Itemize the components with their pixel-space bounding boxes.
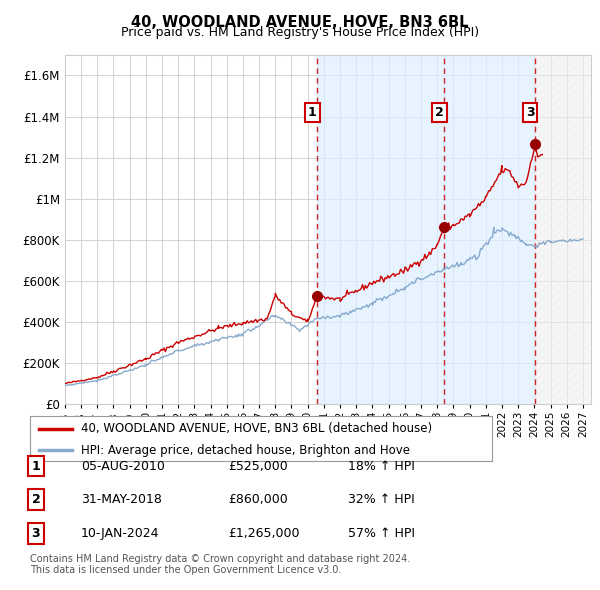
Text: 57% ↑ HPI: 57% ↑ HPI — [348, 527, 415, 540]
Text: £525,000: £525,000 — [228, 460, 288, 473]
Bar — [535, 55, 591, 404]
Text: 3: 3 — [32, 527, 40, 540]
Text: 3: 3 — [526, 106, 535, 119]
Text: 1: 1 — [32, 460, 40, 473]
Bar — [444, 55, 535, 404]
Text: 32% ↑ HPI: 32% ↑ HPI — [348, 493, 415, 506]
Text: 1: 1 — [308, 106, 317, 119]
Text: 40, WOODLAND AVENUE, HOVE, BN3 6BL (detached house): 40, WOODLAND AVENUE, HOVE, BN3 6BL (deta… — [81, 422, 432, 435]
Text: 40, WOODLAND AVENUE, HOVE, BN3 6BL: 40, WOODLAND AVENUE, HOVE, BN3 6BL — [131, 15, 469, 30]
Text: 18% ↑ HPI: 18% ↑ HPI — [348, 460, 415, 473]
Text: 10-JAN-2024: 10-JAN-2024 — [81, 527, 160, 540]
Text: £860,000: £860,000 — [228, 493, 288, 506]
Text: 05-AUG-2010: 05-AUG-2010 — [81, 460, 165, 473]
Text: 31-MAY-2018: 31-MAY-2018 — [81, 493, 162, 506]
Text: Price paid vs. HM Land Registry's House Price Index (HPI): Price paid vs. HM Land Registry's House … — [121, 26, 479, 39]
Text: 2: 2 — [435, 106, 443, 119]
Text: Contains HM Land Registry data © Crown copyright and database right 2024.
This d: Contains HM Land Registry data © Crown c… — [30, 553, 410, 575]
Text: 2: 2 — [32, 493, 40, 506]
Text: HPI: Average price, detached house, Brighton and Hove: HPI: Average price, detached house, Brig… — [81, 444, 410, 457]
Bar — [317, 55, 444, 404]
Text: £1,265,000: £1,265,000 — [228, 527, 299, 540]
